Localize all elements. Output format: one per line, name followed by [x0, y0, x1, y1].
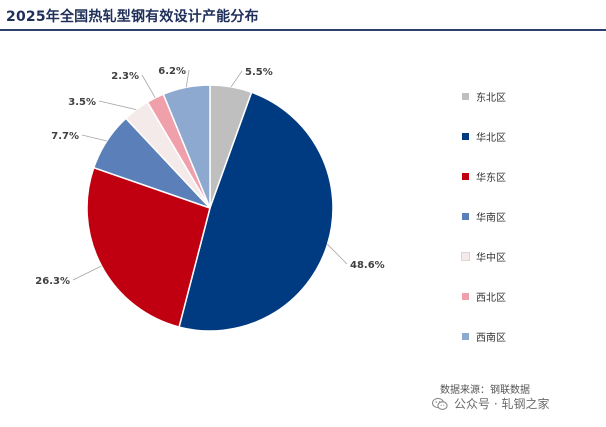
legend-swatch	[462, 212, 469, 220]
legend-item-7: 西南区	[462, 330, 506, 344]
legend-label: 东北区	[476, 92, 506, 104]
legend-swatch	[462, 92, 469, 100]
leader-line-3	[72, 265, 102, 281]
wechat-icon	[432, 397, 448, 410]
legend-item-4: 华南区	[462, 210, 506, 224]
leader-line-7	[185, 69, 190, 88]
legend-item-1: 东北区	[462, 90, 506, 104]
data-label-2: 48.6%	[350, 260, 385, 271]
legend-label: 西南区	[476, 332, 506, 344]
data-label-3: 26.3%	[35, 276, 70, 287]
legend-label: 西北区	[476, 292, 506, 304]
data-label-6: 2.3%	[111, 71, 139, 82]
data-label-5: 3.5%	[68, 97, 96, 108]
legend-item-5: 华中区	[461, 250, 506, 264]
leader-line-4	[81, 134, 107, 142]
watermark-text: 公众号 · 轧钢之家	[454, 397, 550, 411]
legend-label: 华南区	[476, 212, 506, 224]
legend-swatch	[461, 251, 470, 261]
legend-item-3: 华东区	[462, 170, 506, 184]
legend-label: 华东区	[476, 172, 506, 184]
leader-line-2	[327, 244, 348, 265]
title-divider	[0, 29, 606, 31]
pie-slice-2	[178, 91, 334, 332]
legend-item-2: 华北区	[462, 130, 506, 144]
legend-swatch	[462, 332, 469, 340]
legend-label: 华北区	[476, 132, 506, 144]
data-label-4: 7.7%	[51, 131, 79, 142]
data-source-note: 数据来源：钢联数据	[440, 385, 530, 396]
leader-line-1	[230, 70, 243, 88]
data-label-1: 5.5%	[245, 67, 273, 78]
chart-title: 2025年全国热轧型钢有效设计产能分布	[6, 9, 259, 25]
data-label-7: 6.2%	[158, 66, 186, 77]
wechat-watermark: 公众号 · 轧钢之家	[432, 395, 549, 412]
leader-line-6	[141, 74, 156, 99]
leader-line-5	[98, 100, 137, 110]
legend-item-6: 西北区	[462, 290, 506, 304]
legend-swatch	[462, 172, 469, 180]
legend-swatch	[462, 132, 469, 140]
legend-swatch	[462, 292, 469, 300]
legend-label: 华中区	[476, 252, 506, 264]
chart-legend: 东北区华北区华东区华南区华中区西北区西南区	[461, 90, 506, 370]
